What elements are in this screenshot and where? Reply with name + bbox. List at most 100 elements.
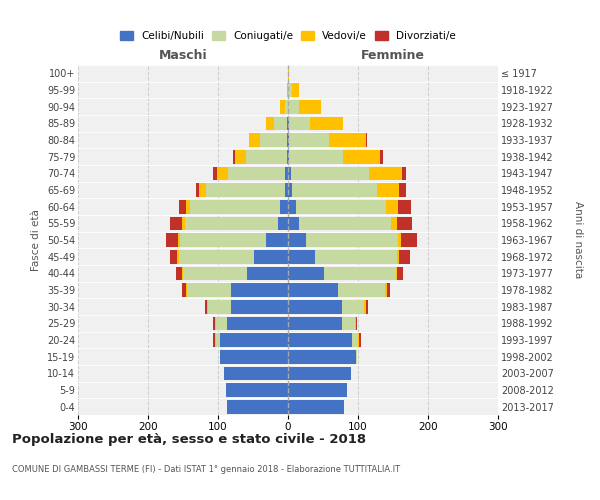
Bar bbox=[369, 166, 402, 180]
Bar bbox=[288, 100, 299, 114]
Bar bbox=[288, 150, 289, 164]
Text: Femmine: Femmine bbox=[361, 48, 425, 62]
Bar bbox=[288, 116, 289, 130]
Bar bbox=[288, 133, 289, 147]
Bar bbox=[247, 266, 288, 280]
Bar bbox=[266, 116, 274, 130]
Bar bbox=[220, 350, 288, 364]
Text: Maschi: Maschi bbox=[158, 48, 208, 62]
Bar bbox=[227, 316, 288, 330]
Bar bbox=[401, 233, 417, 247]
Bar bbox=[291, 166, 369, 180]
Bar bbox=[216, 333, 220, 347]
Bar bbox=[199, 183, 206, 197]
Bar bbox=[288, 383, 347, 397]
Bar bbox=[288, 166, 291, 180]
Bar bbox=[397, 250, 400, 264]
Bar bbox=[182, 266, 183, 280]
Bar bbox=[402, 166, 406, 180]
Bar bbox=[230, 300, 288, 314]
Bar bbox=[289, 150, 343, 164]
Bar bbox=[280, 100, 284, 114]
Bar bbox=[299, 216, 391, 230]
Bar bbox=[186, 283, 187, 297]
Y-axis label: Anni di nascita: Anni di nascita bbox=[573, 202, 583, 278]
Bar bbox=[288, 283, 338, 297]
Bar bbox=[215, 316, 216, 330]
Bar bbox=[288, 316, 342, 330]
Bar bbox=[299, 100, 321, 114]
Bar bbox=[380, 150, 383, 164]
Bar bbox=[216, 316, 227, 330]
Bar bbox=[207, 300, 208, 314]
Bar bbox=[176, 266, 182, 280]
Bar bbox=[170, 250, 178, 264]
Bar bbox=[213, 316, 215, 330]
Bar bbox=[400, 183, 406, 197]
Bar bbox=[274, 116, 287, 130]
Text: Popolazione per età, sesso e stato civile - 2018: Popolazione per età, sesso e stato civil… bbox=[12, 432, 366, 446]
Bar bbox=[314, 250, 397, 264]
Bar bbox=[183, 266, 247, 280]
Bar bbox=[285, 166, 288, 180]
Bar bbox=[288, 200, 296, 213]
Bar bbox=[235, 150, 246, 164]
Bar bbox=[182, 216, 185, 230]
Bar bbox=[206, 183, 284, 197]
Bar bbox=[246, 150, 287, 164]
Bar bbox=[296, 200, 386, 213]
Bar bbox=[288, 350, 356, 364]
Bar bbox=[343, 150, 380, 164]
Bar bbox=[397, 216, 412, 230]
Bar bbox=[277, 216, 288, 230]
Bar bbox=[356, 350, 358, 364]
Bar bbox=[249, 133, 260, 147]
Bar bbox=[230, 283, 288, 297]
Bar bbox=[178, 250, 179, 264]
Bar bbox=[364, 300, 366, 314]
Bar bbox=[288, 266, 325, 280]
Bar bbox=[166, 233, 178, 247]
Bar bbox=[292, 83, 299, 97]
Bar bbox=[288, 300, 342, 314]
Bar bbox=[325, 266, 396, 280]
Bar bbox=[288, 233, 305, 247]
Bar bbox=[186, 200, 190, 213]
Bar bbox=[342, 316, 355, 330]
Bar bbox=[190, 200, 280, 213]
Bar bbox=[284, 100, 288, 114]
Bar bbox=[182, 283, 186, 297]
Bar bbox=[287, 83, 288, 97]
Bar bbox=[280, 200, 288, 213]
Bar bbox=[398, 233, 401, 247]
Bar bbox=[338, 283, 385, 297]
Bar bbox=[355, 316, 356, 330]
Bar bbox=[288, 366, 351, 380]
Bar bbox=[288, 83, 292, 97]
Bar bbox=[397, 266, 403, 280]
Text: COMUNE DI GAMBASSI TERME (FI) - Dati ISTAT 1° gennaio 2018 - Elaborazione TUTTIT: COMUNE DI GAMBASSI TERME (FI) - Dati IST… bbox=[12, 466, 400, 474]
Bar bbox=[178, 233, 180, 247]
Bar bbox=[224, 366, 288, 380]
Bar bbox=[228, 166, 285, 180]
Bar bbox=[217, 166, 228, 180]
Bar bbox=[356, 316, 358, 330]
Bar bbox=[287, 150, 288, 164]
Bar bbox=[386, 200, 398, 213]
Bar bbox=[377, 183, 400, 197]
Bar bbox=[396, 266, 397, 280]
Bar bbox=[196, 183, 199, 197]
Bar bbox=[359, 333, 361, 347]
Bar bbox=[288, 400, 344, 413]
Bar bbox=[179, 200, 186, 213]
Bar bbox=[287, 116, 288, 130]
Bar bbox=[179, 250, 254, 264]
Bar bbox=[289, 133, 329, 147]
Bar bbox=[391, 216, 397, 230]
Bar bbox=[288, 66, 289, 80]
Bar bbox=[180, 233, 266, 247]
Bar bbox=[284, 183, 288, 197]
Bar bbox=[287, 133, 288, 147]
Bar bbox=[288, 333, 352, 347]
Bar bbox=[226, 383, 288, 397]
